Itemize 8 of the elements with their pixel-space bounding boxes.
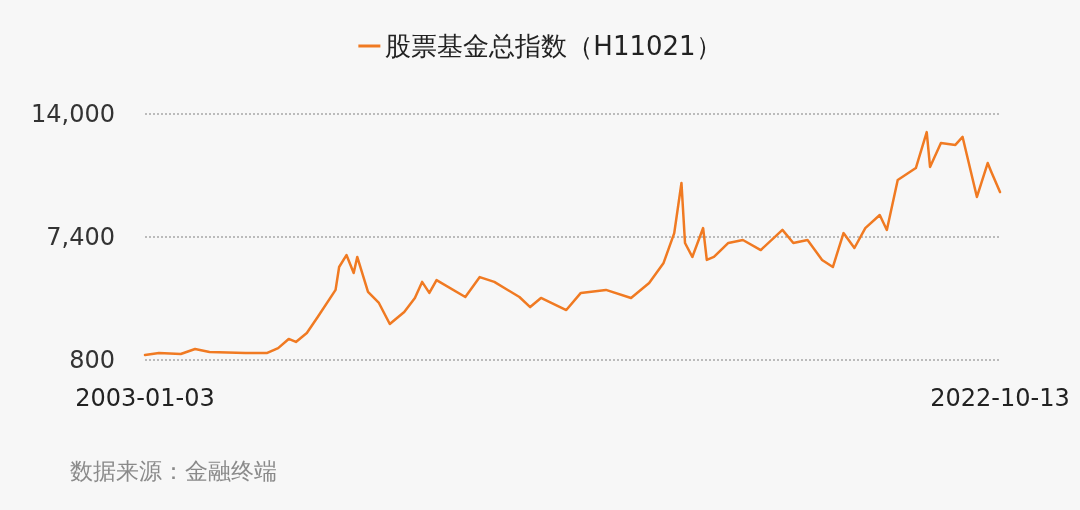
y-tick-label: 800	[69, 346, 115, 374]
x-tick-label: 2022-10-13	[930, 384, 1070, 412]
line-series	[143, 130, 1002, 357]
y-tick-label: 14,000	[31, 100, 115, 128]
y-tick-label: 7,400	[46, 223, 115, 251]
source-note: 数据来源：金融终端	[70, 457, 277, 484]
x-tick-label: 2003-01-03	[75, 384, 215, 412]
legend-label: 股票基金总指数（H11021）	[385, 31, 722, 61]
